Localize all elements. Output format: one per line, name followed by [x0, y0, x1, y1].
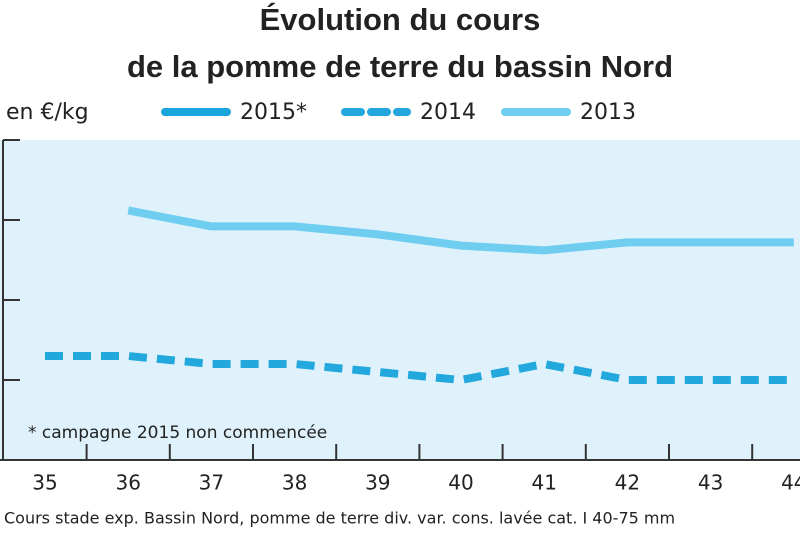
x-tick-label: 44 [781, 471, 800, 495]
y-axis-label: en €/kg [6, 100, 89, 125]
legend-label: 2015* [240, 100, 307, 125]
x-tick-label: 42 [615, 471, 640, 495]
series-line [127, 206, 794, 255]
chart-subtitle: de la pomme de terre du bassin Nord [127, 49, 673, 84]
source: Cours stade exp. Bassin Nord, pomme de t… [4, 509, 675, 528]
x-tick-label: 38 [282, 471, 307, 495]
annotation: * campagne 2015 non commencée [28, 423, 327, 443]
plot-background [0, 140, 800, 460]
legend-label: 2014 [420, 100, 476, 125]
chart-title: Évolution du cours [260, 2, 541, 37]
x-tick-label: 36 [115, 471, 140, 495]
x-tick-label: 35 [32, 471, 57, 495]
legend-label: 2013 [580, 100, 636, 125]
x-tick-label: 43 [698, 471, 723, 495]
series-line [45, 352, 794, 384]
x-tick-label: 41 [531, 471, 556, 495]
x-tick-label: 40 [448, 471, 473, 495]
x-tick-label: 39 [365, 471, 390, 495]
x-tick-label: 37 [199, 471, 224, 495]
